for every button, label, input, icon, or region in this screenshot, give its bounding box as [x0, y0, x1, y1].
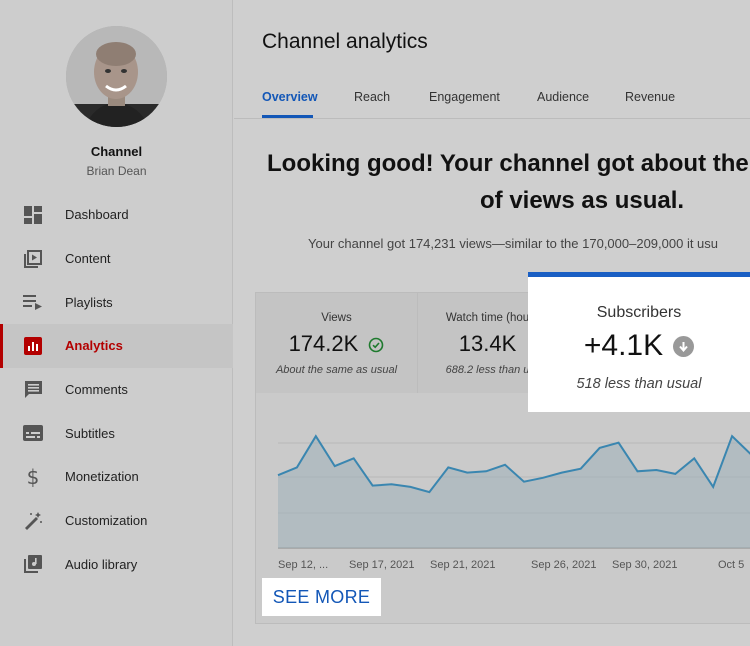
subscribers-title: Subscribers: [596, 304, 682, 321]
sidebar-item-content[interactable]: Content: [0, 237, 233, 281]
headline: Looking good! Your channel got about the…: [234, 150, 750, 230]
metric-note: About the same as usual: [275, 364, 398, 376]
metric-value-row: 13.4K: [418, 331, 557, 357]
sidebar-item-label: Dashboard: [65, 207, 129, 223]
chart-x-tick-label: Sep 17, 2021: [349, 559, 414, 571]
subscribers-value-row: +4.1K: [528, 329, 750, 363]
headline-line-2: of views as usual.: [480, 187, 685, 214]
chart-x-tick-label: Sep 12, ...: [278, 559, 328, 571]
subscribers-card[interactable]: Subscribers +4.1K 518 less than usual: [528, 272, 750, 412]
sidebar-item-monetization[interactable]: $ Monetization: [0, 455, 233, 499]
check-circle-icon: [369, 337, 384, 353]
arrow-down-circle-icon: [673, 335, 695, 357]
sidebar-item-label: Playlists: [65, 294, 113, 310]
sidebar-item-comments[interactable]: Comments: [0, 368, 233, 412]
headline-line-1: Looking good! Your channel got about the…: [267, 150, 750, 177]
tab-reach[interactable]: Reach: [354, 90, 391, 104]
tab-revenue[interactable]: Revenue: [625, 90, 676, 104]
metric-value: 13.4K: [458, 331, 517, 356]
chart-x-tick-label: Sep 26, 2021: [531, 559, 596, 571]
chart-area: [278, 436, 750, 548]
metric-note: 688.2 less than u: [445, 364, 530, 376]
chart-x-tick-label: Sep 30, 2021: [612, 559, 677, 571]
sidebar-item-dashboard[interactable]: Dashboard: [0, 193, 233, 237]
chart-series-line: [277, 434, 750, 494]
sidebar-nav: Dashboard Content Playlists Analytics Co…: [0, 193, 233, 586]
metric-title: Views: [321, 312, 352, 324]
page-title: Channel analytics: [262, 30, 428, 53]
sidebar-item-playlists[interactable]: Playlists: [0, 280, 233, 324]
see-more-button[interactable]: SEE MORE: [262, 578, 381, 616]
sidebar-item-label: Subtitles: [65, 425, 115, 441]
subtitles-icon: [22, 422, 44, 444]
analytics-icon: [22, 335, 44, 357]
content-icon: [22, 248, 44, 270]
comments-icon: [22, 379, 44, 401]
metric-value: 174.2K: [288, 331, 359, 356]
sidebar-item-subtitles[interactable]: Subtitles: [0, 411, 233, 455]
sidebar-item-label: Customization: [65, 513, 148, 529]
chart-x-tick-label: Oct 5: [718, 559, 744, 571]
tab-bar: Overview Reach Engagement Audience Reven…: [234, 78, 750, 119]
metric-views[interactable]: Views 174.2K About the same as usual: [256, 293, 418, 393]
sidebar-item-label: Content: [65, 251, 111, 267]
tab-audience[interactable]: Audience: [537, 90, 590, 104]
sidebar-item-label: Monetization: [65, 469, 139, 485]
audio-library-icon: [22, 553, 44, 575]
sidebar: Channel Brian Dean Dashboard Content Pla…: [0, 0, 233, 646]
summary-text: Your channel got 174,231 views—similar t…: [308, 236, 719, 251]
subscribers-note: 518 less than usual: [576, 376, 702, 392]
sidebar-item-customization[interactable]: Customization: [0, 499, 233, 543]
sidebar-item-audio-library[interactable]: Audio library: [0, 543, 233, 587]
metric-title: Watch time (hou: [445, 312, 530, 324]
tab-engagement[interactable]: Engagement: [429, 90, 500, 104]
customization-icon: [22, 510, 44, 532]
sidebar-item-analytics[interactable]: Analytics: [0, 324, 233, 368]
playlists-icon: [22, 291, 44, 313]
monetization-icon: $: [26, 464, 40, 489]
chart-x-tick-label: Sep 21, 2021: [430, 559, 495, 571]
views-chart[interactable]: Sep 12, ... Sep 17, 2021 Sep 21, 2021 Sep 2…: [256, 393, 750, 573]
sidebar-item-label: Analytics: [65, 338, 123, 354]
dashboard-icon: [22, 204, 44, 226]
active-tab-indicator: [262, 115, 313, 118]
channel-label: Channel: [90, 144, 143, 159]
metric-value-row: 174.2K: [256, 331, 417, 357]
channel-name: Brian Dean: [86, 164, 147, 178]
sidebar-item-label: Audio library: [65, 556, 138, 572]
sidebar-item-label: Comments: [65, 382, 128, 398]
channel-avatar[interactable]: [66, 26, 167, 127]
subscribers-value: +4.1K: [583, 329, 664, 362]
tab-overview[interactable]: Overview: [262, 90, 318, 104]
